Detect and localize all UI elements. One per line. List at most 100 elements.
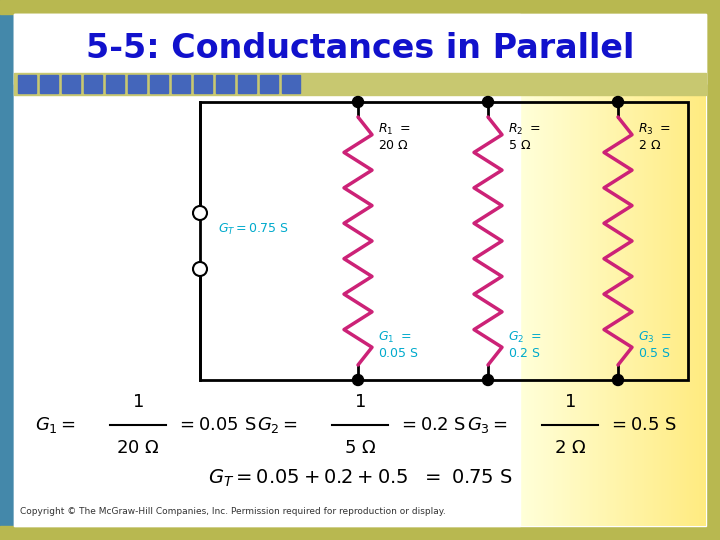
Bar <box>14 14 706 84</box>
Bar <box>686 14 688 526</box>
Bar <box>641 14 642 526</box>
Bar <box>656 14 657 526</box>
Bar <box>668 14 669 526</box>
Bar <box>683 14 684 526</box>
Bar <box>703 14 704 526</box>
Bar <box>654 14 655 526</box>
Text: $20\ \Omega$: $20\ \Omega$ <box>116 439 160 457</box>
Bar <box>568 14 570 526</box>
Bar <box>560 14 561 526</box>
Circle shape <box>353 97 364 107</box>
Bar <box>548 14 549 526</box>
Circle shape <box>482 375 493 386</box>
Bar <box>626 14 627 526</box>
Bar <box>282 75 300 93</box>
Bar <box>667 14 668 526</box>
Bar <box>666 14 667 526</box>
Text: $G_1\ =$
$0.05\ \mathrm{S}$: $G_1\ =$ $0.05\ \mathrm{S}$ <box>378 330 419 360</box>
Bar <box>629 14 630 526</box>
Bar <box>625 14 626 526</box>
Text: $1$: $1$ <box>354 393 366 411</box>
Bar <box>603 14 605 526</box>
Bar <box>0 0 14 540</box>
Bar <box>532 14 533 526</box>
Bar <box>573 14 574 526</box>
Bar <box>0 0 720 14</box>
Bar <box>608 14 609 526</box>
Bar <box>523 14 525 526</box>
Text: $G_T = 0.05 + 0.2 + 0.5\ \ = \ 0.75\ \mathrm{S}$: $G_T = 0.05 + 0.2 + 0.5\ \ = \ 0.75\ \ma… <box>208 467 512 489</box>
Bar <box>587 14 588 526</box>
Text: $= 0.5\ \mathrm{S}$: $= 0.5\ \mathrm{S}$ <box>608 416 677 434</box>
Bar <box>650 14 651 526</box>
Circle shape <box>482 97 493 107</box>
Bar <box>706 0 720 540</box>
Bar <box>598 14 599 526</box>
Bar <box>663 14 664 526</box>
Bar <box>614 14 615 526</box>
Bar <box>675 14 676 526</box>
Bar <box>150 75 168 93</box>
Bar <box>585 14 586 526</box>
Bar <box>574 14 575 526</box>
Text: $5\ \Omega$: $5\ \Omega$ <box>344 439 376 457</box>
Bar <box>561 14 562 526</box>
Bar <box>637 14 638 526</box>
Bar <box>526 14 528 526</box>
Bar <box>611 14 612 526</box>
Circle shape <box>613 97 624 107</box>
Circle shape <box>193 206 207 220</box>
Bar <box>696 14 697 526</box>
Bar <box>172 75 190 93</box>
Bar <box>538 14 539 526</box>
Bar <box>84 75 102 93</box>
Bar <box>631 14 633 526</box>
Bar <box>557 14 558 526</box>
Bar <box>643 14 644 526</box>
Bar <box>559 14 560 526</box>
Bar <box>700 14 701 526</box>
Bar <box>670 14 672 526</box>
Bar <box>673 14 675 526</box>
Bar <box>551 14 552 526</box>
Bar <box>682 14 683 526</box>
Bar <box>690 14 691 526</box>
Bar <box>644 14 646 526</box>
Bar <box>571 14 572 526</box>
Bar <box>627 14 628 526</box>
Circle shape <box>193 262 207 276</box>
Bar <box>528 14 529 526</box>
Bar <box>576 14 577 526</box>
Bar <box>615 14 616 526</box>
Bar <box>536 14 537 526</box>
Bar <box>589 14 590 526</box>
Text: $R_1\ =$
$20\ \Omega$: $R_1\ =$ $20\ \Omega$ <box>378 122 410 152</box>
Bar <box>596 14 597 526</box>
Bar <box>40 75 58 93</box>
Bar <box>555 14 557 526</box>
Bar <box>624 14 625 526</box>
Bar <box>613 14 614 526</box>
Bar <box>536 14 538 526</box>
Bar <box>128 75 146 93</box>
Text: $G_2 =$: $G_2 =$ <box>257 415 298 435</box>
Bar <box>554 14 555 526</box>
Bar <box>586 14 587 526</box>
Bar <box>702 14 703 526</box>
Bar <box>652 14 653 526</box>
Bar <box>529 14 530 526</box>
Bar <box>622 14 624 526</box>
Bar <box>670 14 671 526</box>
Bar <box>664 14 665 526</box>
Bar <box>618 14 619 526</box>
Bar <box>648 14 649 526</box>
Text: $G_3\ =$
$0.5\ \mathrm{S}$: $G_3\ =$ $0.5\ \mathrm{S}$ <box>638 330 671 360</box>
Bar <box>597 14 598 526</box>
Bar <box>592 14 593 526</box>
Bar <box>550 14 551 526</box>
Bar <box>544 14 545 526</box>
Text: 5-5: Conductances in Parallel: 5-5: Conductances in Parallel <box>86 31 634 64</box>
Bar <box>14 14 520 526</box>
Bar <box>665 14 666 526</box>
Bar <box>659 14 660 526</box>
